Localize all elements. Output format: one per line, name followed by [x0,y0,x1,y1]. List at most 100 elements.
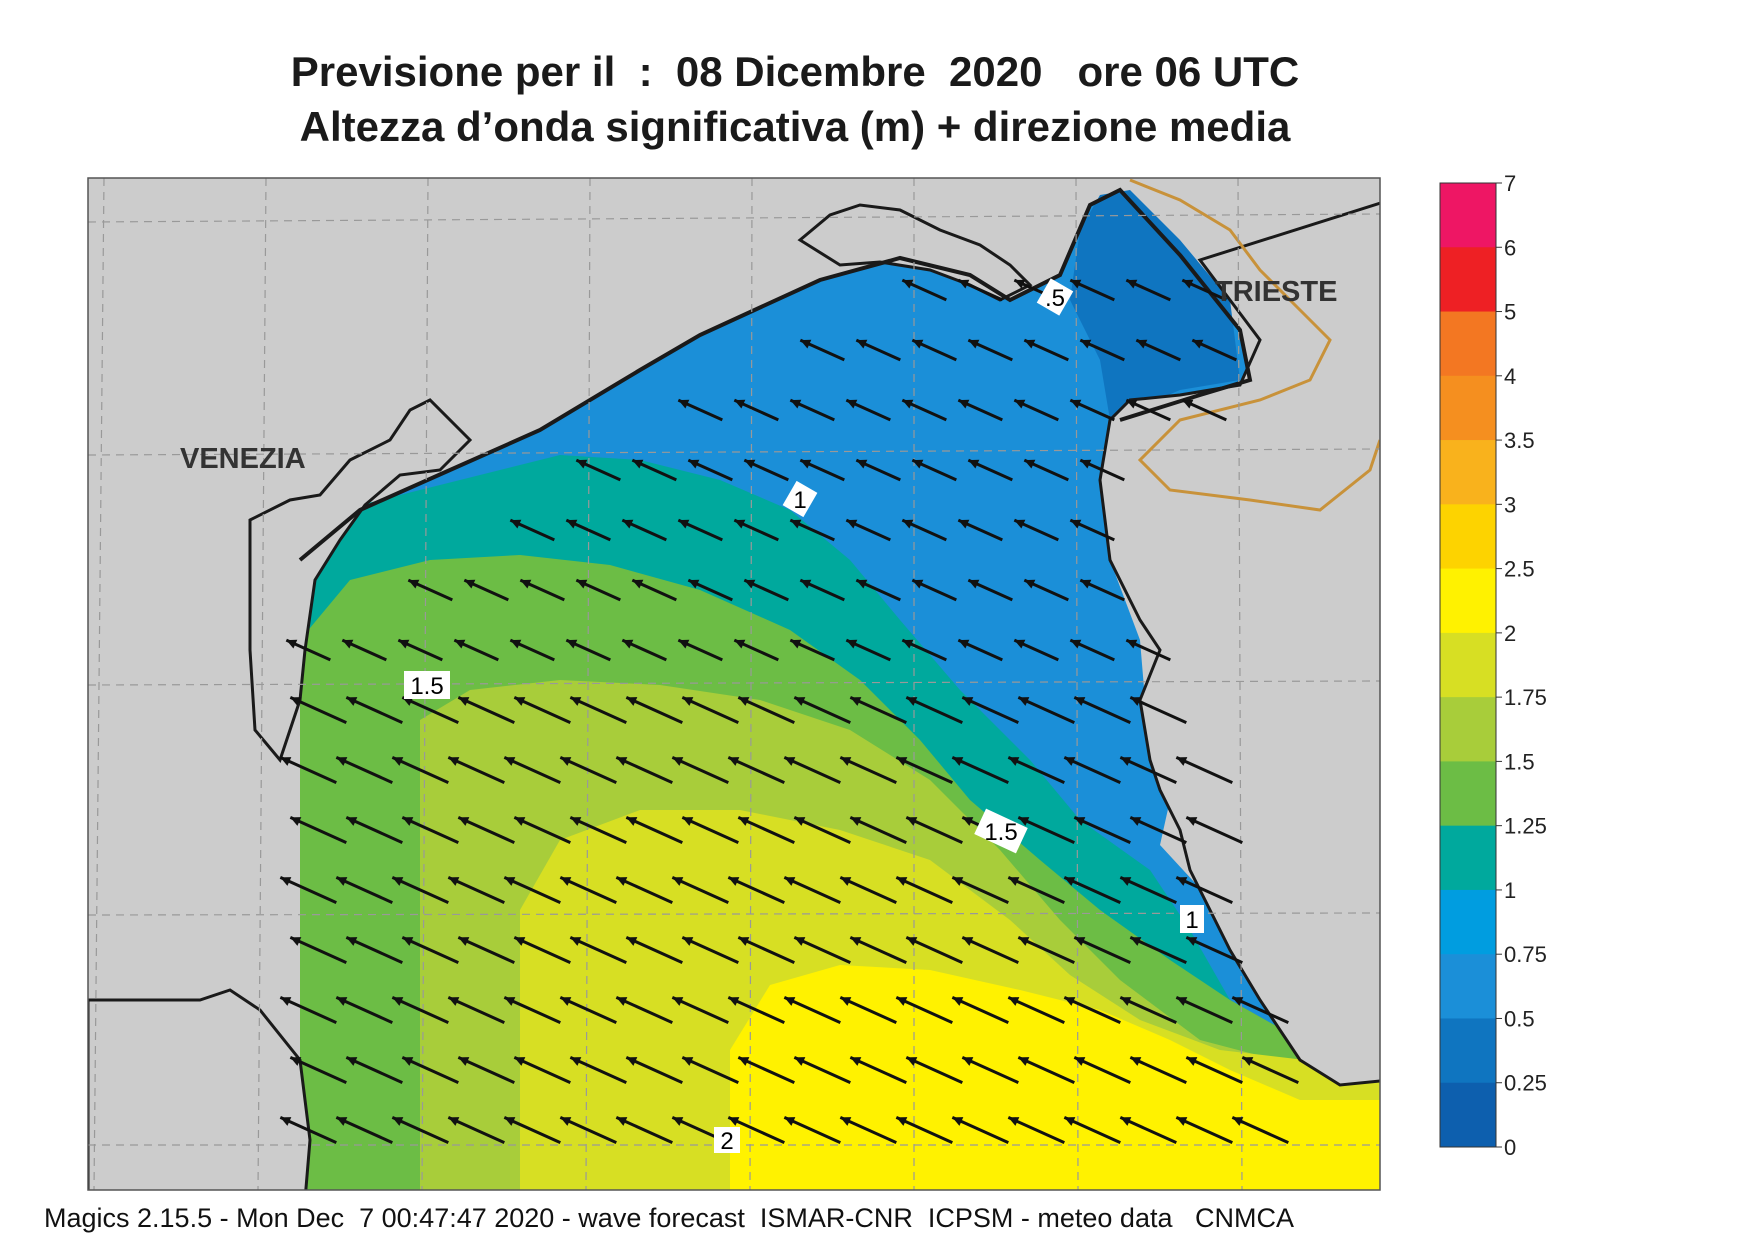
wave-arrow-shaft [1017,936,1075,964]
wave-arrow-shaft [905,936,963,964]
wave-arrow-head [1014,639,1026,649]
wave-arrow-shaft [951,996,1009,1024]
wave-arrow-shaft [503,996,561,1024]
wave-arrow-shaft [951,756,1009,784]
wave-arrow-shaft [1129,1056,1187,1084]
svg-text:1: 1 [1185,907,1198,934]
wave-arrow-head [688,579,700,589]
wave-arrow-shaft [1063,996,1121,1024]
contour-label: 1 [782,480,818,518]
wave-arrow-shaft [447,756,505,784]
wave-arrow-head [840,1117,852,1126]
wave-arrow-head [856,339,868,349]
wave-arrow-head [850,697,862,706]
wave-arrow-head [688,459,700,469]
wave-arrow-head [1176,757,1188,766]
wave-arrow-head [790,519,802,529]
contour-label: .5 [1036,278,1074,316]
wave-arrow-shaft [1063,756,1121,784]
wave-arrow-head [576,459,588,469]
wave-arrow-head [734,519,746,529]
wave-arrow-head [784,997,796,1006]
wave-arrow-shaft [503,876,561,904]
wave-arrow-shaft [335,1116,393,1144]
wave-arrow-head [626,817,638,826]
wave-arrow-shaft [1017,816,1075,844]
wave-arrow-shaft [793,1056,851,1084]
wave-arrow-shaft [447,1116,505,1144]
wave-arrow-shaft [457,816,515,844]
wave-arrow-head [1192,339,1204,349]
wave-direction-arrows [279,278,1299,1144]
wave-arrow-shaft [783,756,841,784]
wave-arrow-shaft [905,816,963,844]
wave-arrow-shaft [513,1056,571,1084]
wave-arrow-head [1080,339,1092,349]
wave-arrow-head [622,639,634,649]
wave-arrow-head [402,817,414,826]
wave-arrow-head [1014,399,1026,409]
legend-label: 0 [1504,1135,1516,1160]
wave-arrow-head [514,1057,526,1066]
wave-arrow-head [1120,997,1132,1006]
wave-arrow-shaft [1119,756,1177,784]
wave-arrow-head [1186,937,1198,946]
wave-arrow-head [840,757,852,766]
wave-arrow-shaft [1185,936,1243,964]
legend-label: 0.25 [1504,1071,1547,1096]
wave-arrow-shaft [335,756,393,784]
wave-arrow-shaft [335,876,393,904]
wave-arrow-shaft [615,876,673,904]
wave-arrow-head [504,997,516,1006]
wave-arrow-head [1008,1117,1020,1126]
wave-arrow-head [906,697,918,706]
wave-arrow-head [962,1057,974,1066]
wave-arrow-shaft [671,876,729,904]
wave-arrow-shaft [1017,696,1075,724]
wave-arrow-shaft [615,756,673,784]
wave-arrow-head [402,697,414,706]
wave-arrow-head [280,1117,292,1126]
svg-text:.5: .5 [1045,285,1065,312]
wave-arrow-shaft [447,996,505,1024]
wave-arrow-head [392,877,404,886]
legend-swatch [1440,247,1496,313]
wave-arrow-head [566,639,578,649]
wave-arrow-shaft [569,816,627,844]
wave-arrow-shaft [345,696,403,724]
wave-arrow-head [566,519,578,529]
wave-arrow-head [952,877,964,886]
wave-arrow-head [968,459,980,469]
legend-swatch [1440,504,1496,570]
wave-arrow-shaft [727,996,785,1024]
wave-arrow-head [906,1057,918,1066]
wave-arrow-head [632,459,644,469]
wave-arrow-shaft [783,996,841,1024]
wave-arrow-head [682,697,694,706]
wave-arrow-head [280,757,292,766]
map-title-line2: Altezza d’onda significativa (m) + direz… [299,103,1291,150]
legend-swatch [1440,1018,1496,1084]
wave-arrow-shaft [681,936,739,964]
wave-arrow-head [336,877,348,886]
wave-arrow-shaft [905,1056,963,1084]
wave-arrow-head [896,1117,908,1126]
wave-arrow-shaft [681,1056,739,1084]
wave-arrow-head [570,697,582,706]
wave-arrow-head [738,697,750,706]
wave-arrow-head [576,579,588,589]
legend-swatch [1440,183,1496,248]
wave-arrow-shaft [1007,1116,1065,1144]
contour-label: 1.5 [974,808,1028,854]
wave-arrow-head [336,997,348,1006]
wave-arrow-head [1024,579,1036,589]
wave-arrow-head [1120,757,1132,766]
wave-arrow-head [840,997,852,1006]
wave-arrow-shaft [503,1116,561,1144]
wave-arrow-head [1080,579,1092,589]
wave-arrow-head [392,997,404,1006]
wave-arrow-shaft [391,876,449,904]
wave-arrow-head [744,459,756,469]
wave-arrow-head [902,519,914,529]
wave-arrow-shaft [625,696,683,724]
